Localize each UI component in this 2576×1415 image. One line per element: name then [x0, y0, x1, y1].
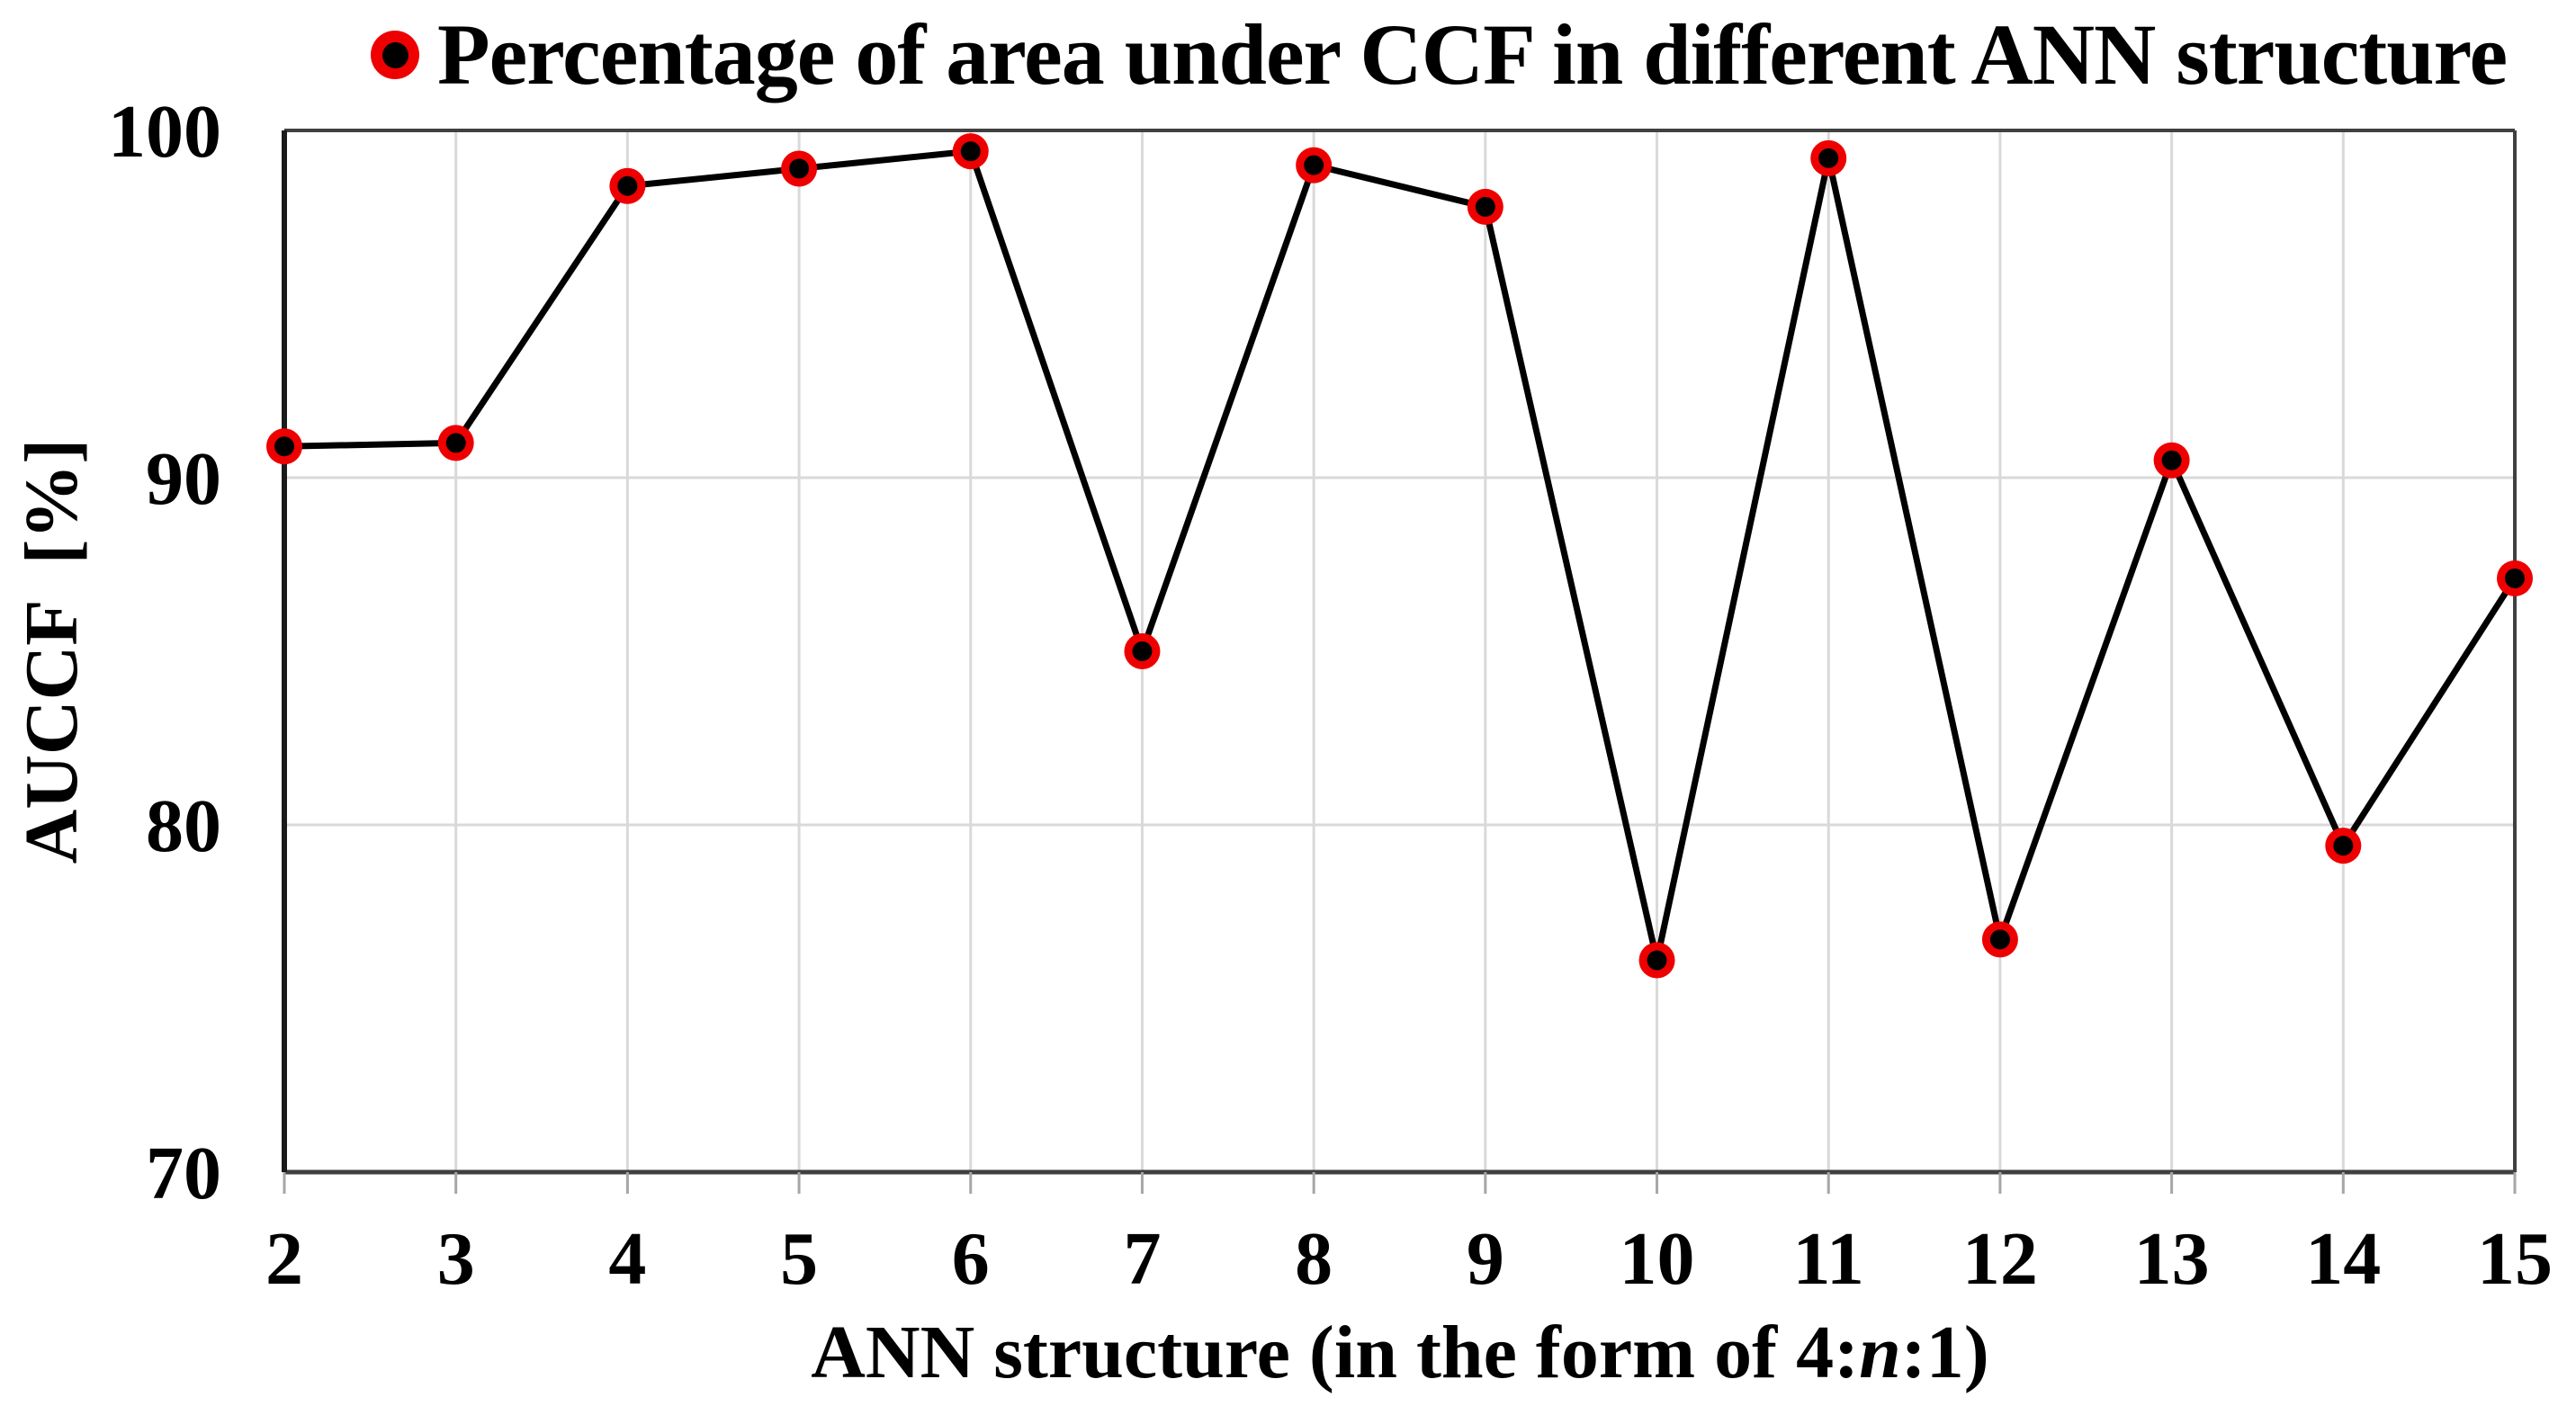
x-tick-label: 15 [2477, 1217, 2553, 1301]
x-tick-label: 2 [265, 1217, 303, 1301]
data-point-marker-core [2333, 836, 2354, 856]
x-tick-label: 5 [780, 1217, 819, 1301]
data-point-marker-core [789, 158, 810, 179]
data-point-marker-core [1304, 155, 1324, 175]
x-tick-label: 12 [1961, 1217, 2038, 1301]
x-tick-label: 10 [1619, 1217, 1695, 1301]
data-point-marker-core [274, 436, 294, 457]
data-point-marker-core [445, 433, 466, 453]
data-point-marker-core [1132, 641, 1153, 661]
x-axis-title: ANN structure (in the form of 4:n:1) [811, 1315, 1989, 1391]
y-tick-label: 100 [108, 90, 221, 174]
data-point-marker-core [617, 175, 638, 196]
x-tick-label: 14 [2305, 1217, 2382, 1301]
y-tick-label: 90 [146, 437, 221, 521]
x-axis-title-suffix: :1) [1900, 1311, 1989, 1394]
data-point-marker-core [2505, 568, 2525, 588]
data-point-marker-core [960, 141, 981, 162]
x-tick-label: 13 [2133, 1217, 2210, 1301]
x-tick-label: 7 [1123, 1217, 1162, 1301]
chart-title: Percentage of area under CCF in differen… [437, 6, 2508, 103]
x-axis-title-prefix: ANN structure (in the form of 4: [811, 1311, 1860, 1394]
x-tick-label: 9 [1466, 1217, 1504, 1301]
legend-marker-icon [371, 31, 419, 79]
x-tick-label: 11 [1792, 1217, 1864, 1301]
x-tick-label: 3 [436, 1217, 475, 1301]
data-point-marker-core [1818, 148, 1839, 168]
legend-marker-core [381, 41, 408, 68]
x-tick-label: 8 [1295, 1217, 1333, 1301]
x-tick-label: 6 [951, 1217, 990, 1301]
data-point-marker-core [1475, 196, 1495, 217]
data-point-marker-core [1647, 950, 1667, 971]
y-tick-label: 70 [146, 1132, 221, 1215]
x-axis-title-n: n [1859, 1311, 1901, 1394]
plot-area [266, 129, 2533, 1194]
data-point-marker-core [2161, 450, 2182, 470]
data-point-marker-core [1989, 929, 2010, 950]
legend: Percentage of area under CCF in differen… [371, 5, 2508, 104]
x-tick-label: 4 [608, 1217, 647, 1301]
data-line [281, 148, 2518, 964]
y-tick-label: 80 [146, 784, 221, 868]
